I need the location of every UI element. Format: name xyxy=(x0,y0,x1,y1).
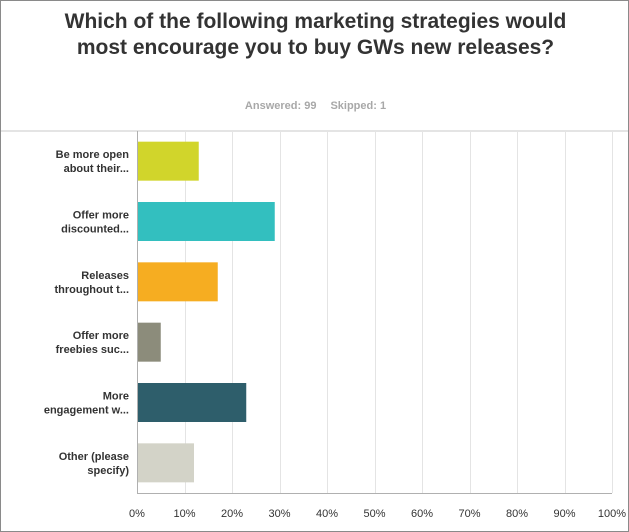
answered-count: Answered: 99 xyxy=(244,100,317,112)
bar-1 xyxy=(138,202,275,241)
x-tick-label-90: 90% xyxy=(553,508,575,520)
category-label-line: specify) xyxy=(87,465,129,477)
category-label-line: freebies suc... xyxy=(56,344,129,356)
x-tick-label-70: 70% xyxy=(458,508,480,520)
category-label-5: Other (please specify) xyxy=(59,451,130,477)
category-label-0: Be more open about their... xyxy=(56,149,130,175)
x-tick-label-50: 50% xyxy=(363,508,385,520)
category-label-3: Offer more freebies suc... xyxy=(56,330,129,356)
x-tick-label-30: 30% xyxy=(268,508,290,520)
category-label-line: about their... xyxy=(64,163,129,175)
category-label-line: Offer more xyxy=(73,210,129,222)
category-label-line: discounted... xyxy=(61,224,129,236)
x-tick-label-60: 60% xyxy=(411,508,433,520)
bar-4 xyxy=(138,383,247,422)
x-tick-label-0: 0% xyxy=(129,508,145,520)
x-tick-label-80: 80% xyxy=(506,508,528,520)
category-label-line: engagement w... xyxy=(44,405,129,417)
category-label-line: Offer more xyxy=(73,330,129,342)
x-tick-label-40: 40% xyxy=(316,508,338,520)
bar-0 xyxy=(138,141,199,181)
bar-2 xyxy=(138,262,218,302)
bar-5 xyxy=(138,443,194,483)
chart-title: Which of the following marketing strateg… xyxy=(64,10,567,59)
response-stats: Answered: 99 Skipped: 1 xyxy=(1,100,629,112)
category-label-line: throughout t... xyxy=(54,284,129,296)
category-label-2: Releases throughout t... xyxy=(54,270,129,296)
category-label-line: More xyxy=(103,391,129,403)
category-label-line: Other (please xyxy=(59,451,129,463)
x-tick-label-20: 20% xyxy=(221,508,243,520)
skipped-count: Skipped: 1 xyxy=(330,100,387,112)
x-tick-label-100: 100% xyxy=(598,508,626,520)
category-label-4: More engagement w... xyxy=(44,391,129,417)
bar-3 xyxy=(138,322,161,362)
category-label-1: Offer more discounted... xyxy=(61,210,129,236)
category-label-line: Be more open xyxy=(56,149,130,161)
category-label-line: Releases xyxy=(81,270,129,282)
x-tick-label-10: 10% xyxy=(173,508,195,520)
